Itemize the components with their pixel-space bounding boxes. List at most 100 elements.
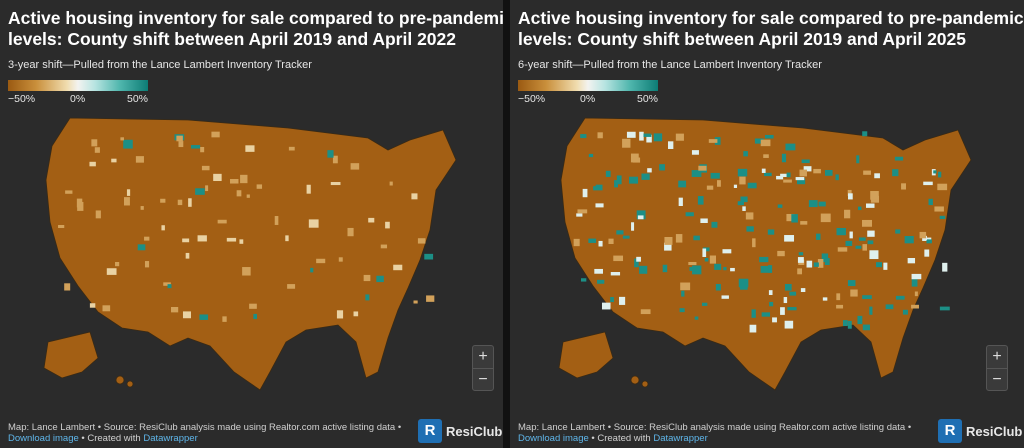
county-cell <box>862 219 873 227</box>
zoom-control: + − <box>472 345 494 391</box>
download-image-link[interactable]: Download image <box>8 433 79 444</box>
county-cell <box>798 252 804 256</box>
county-cell <box>102 305 111 312</box>
county-cell <box>865 203 875 208</box>
county-cell <box>746 226 754 232</box>
county-cell <box>688 261 697 266</box>
county-cell <box>426 295 435 302</box>
subtitle: 6-year shift—Pulled from the Lance Lambe… <box>518 59 822 71</box>
zoom-out-button[interactable]: − <box>473 368 493 390</box>
map-panel-2022: Active housing inventory for sale compar… <box>0 0 503 448</box>
county-cell <box>664 236 673 245</box>
county-cell <box>856 155 860 164</box>
hawaii <box>630 375 649 388</box>
county-cell <box>605 170 611 177</box>
county-cell <box>288 146 295 151</box>
county-cell <box>786 213 795 222</box>
county-cell <box>640 309 651 315</box>
zoom-out-button[interactable]: − <box>987 368 1007 390</box>
county-cell <box>847 189 852 197</box>
county-cell <box>783 179 792 183</box>
county-cell <box>702 247 710 252</box>
county-cell <box>914 291 918 297</box>
county-cell <box>709 255 717 264</box>
zoom-in-button[interactable]: + <box>992 348 1002 365</box>
county-cell <box>316 258 326 264</box>
color-legend: −50% 0% 50% <box>8 80 148 106</box>
county-cell <box>760 265 769 273</box>
county-cell <box>795 177 805 181</box>
county-cell <box>849 231 853 239</box>
county-cell <box>711 221 718 228</box>
county-cell <box>797 257 804 263</box>
county-cell <box>740 196 748 203</box>
county-cell <box>310 267 314 273</box>
county-cell <box>816 233 821 240</box>
county-cell <box>626 131 636 138</box>
county-cell <box>347 227 354 237</box>
county-cell <box>89 303 96 308</box>
county-cell <box>597 279 605 284</box>
county-cell <box>737 168 748 177</box>
county-cell <box>797 268 803 275</box>
county-cell <box>836 304 844 309</box>
county-cell <box>761 168 766 173</box>
datawrapper-link[interactable]: Datawrapper <box>653 433 708 444</box>
county-cell <box>844 209 851 219</box>
county-cell <box>857 206 862 211</box>
county-cell <box>664 242 672 251</box>
zoom-in-button[interactable]: + <box>478 348 488 365</box>
county-cell <box>678 197 683 207</box>
county-cell <box>715 283 721 291</box>
county-cell <box>195 188 205 195</box>
chart-footer: Map: Lance Lambert • Source: ResiClub an… <box>518 422 911 444</box>
county-cell <box>306 184 311 194</box>
county-cell <box>787 307 797 311</box>
chart-footer: Map: Lance Lambert • Source: ResiClub an… <box>8 422 401 444</box>
county-cell <box>178 141 184 148</box>
county-cell <box>94 147 100 153</box>
county-cell <box>939 215 946 219</box>
datawrapper-link[interactable]: Datawrapper <box>143 433 198 444</box>
county-cell <box>901 183 906 190</box>
alaska <box>558 331 614 379</box>
county-cell <box>177 199 183 206</box>
county-cell <box>845 240 853 246</box>
county-cell <box>704 257 709 262</box>
county-cell <box>928 198 933 206</box>
county-cell <box>595 203 604 208</box>
legend-max: 50% <box>126 93 148 105</box>
county-cell <box>743 151 748 157</box>
county-cell <box>799 169 807 177</box>
county-cell <box>781 153 787 163</box>
county-cell <box>714 263 722 270</box>
county-cell <box>733 184 738 188</box>
chart-title: Active housing inventory for sale compar… <box>518 8 1024 50</box>
download-image-link[interactable]: Download image <box>518 433 589 444</box>
county-cell <box>126 189 131 196</box>
county-cell <box>714 137 721 145</box>
county-cell <box>808 200 818 208</box>
county-cell <box>417 238 426 244</box>
county-cell <box>622 235 630 239</box>
county-cell <box>924 249 930 257</box>
county-cell <box>680 282 691 291</box>
county-cell <box>759 256 769 263</box>
county-cell <box>894 156 904 161</box>
county-cell <box>610 272 621 276</box>
county-cell <box>639 265 648 274</box>
county-cell <box>634 258 639 268</box>
county-cell <box>413 300 418 304</box>
county-cell <box>188 198 192 207</box>
county-cell <box>803 166 812 172</box>
county-cell <box>144 261 150 268</box>
county-cell <box>749 324 757 333</box>
county-cell <box>217 219 227 224</box>
county-cell <box>330 182 341 186</box>
us-county-map[interactable] <box>548 110 978 395</box>
legend-max: 50% <box>636 93 658 105</box>
county-cell <box>708 139 718 143</box>
county-cell <box>619 296 626 305</box>
county-cell <box>667 141 674 149</box>
us-county-map[interactable] <box>38 110 458 395</box>
